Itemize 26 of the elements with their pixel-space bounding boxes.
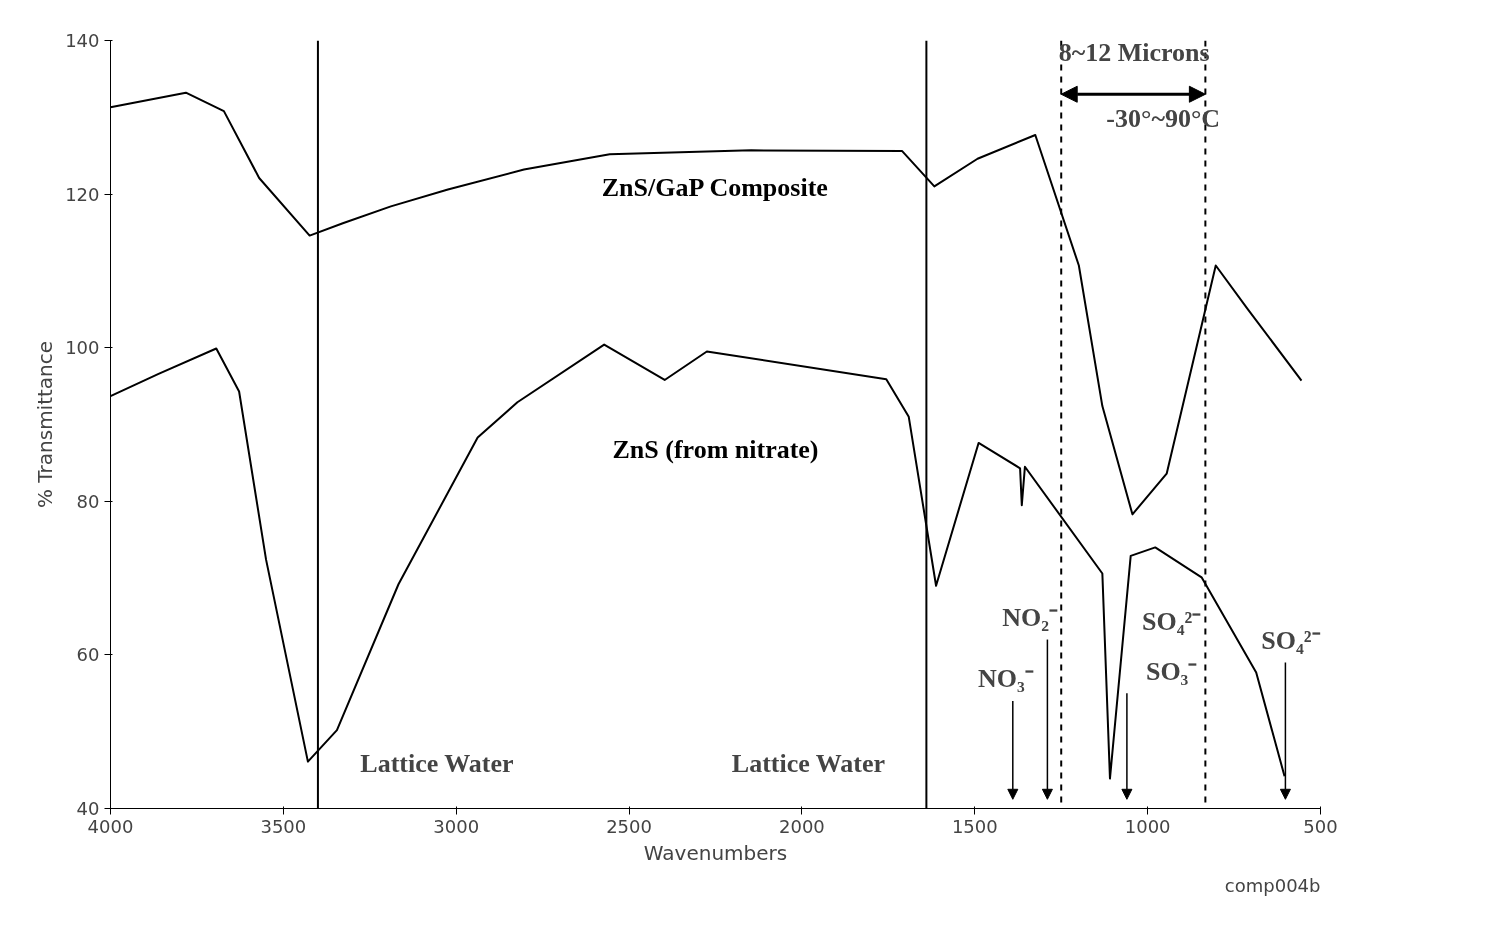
- annotation: NO₃⁻: [978, 664, 1034, 694]
- annotation: SO₄²⁻: [1142, 606, 1202, 636]
- x-tick-label: 2500: [606, 815, 652, 837]
- y-tick-label: 120: [65, 183, 100, 205]
- x-tick-label: 1000: [1124, 815, 1171, 837]
- annotation: NO₂⁻: [1002, 602, 1058, 632]
- y-tick-label: 60: [76, 644, 100, 666]
- annotation: 8~12 Microns: [1058, 38, 1210, 68]
- annotation: SO₄²⁻: [1261, 625, 1321, 655]
- y-tick-label: 140: [65, 30, 100, 51]
- text: comp004b: [1224, 874, 1321, 896]
- y-axis-title: % Transmittance: [33, 340, 58, 509]
- x-tick-label: 3500: [260, 815, 307, 837]
- x-tick-label: 1500: [951, 815, 998, 837]
- x-tick-label: 3000: [433, 815, 480, 837]
- annotation: Lattice Water: [731, 748, 886, 778]
- y-tick-label: 100: [65, 337, 100, 359]
- y-tick-label: 80: [76, 490, 100, 512]
- annotation: -30°~90°C: [1106, 103, 1221, 133]
- series-label: ZnS/GaP Composite: [601, 173, 828, 203]
- annotation: Lattice Water: [360, 748, 514, 778]
- text: ZnS (from nitrate): [612, 434, 819, 464]
- x-axis-title: Wavenumbers: [643, 840, 788, 865]
- x-tick-label: 500: [1303, 815, 1338, 837]
- annotation: SO₃⁻: [1145, 656, 1198, 686]
- x-tick-label: 2000: [779, 815, 825, 837]
